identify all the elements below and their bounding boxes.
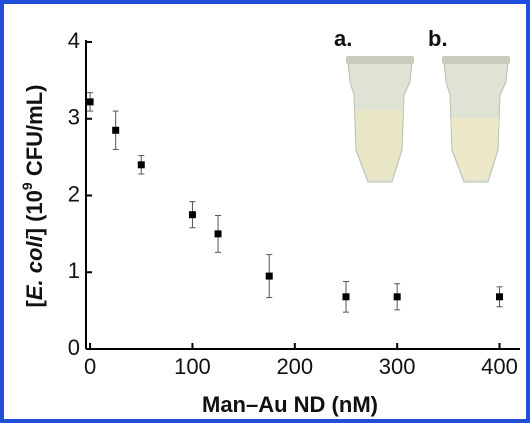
- tube-b: [442, 56, 510, 183]
- y-label-part: ] (10: [22, 190, 47, 235]
- y-label-part: 9: [19, 182, 35, 190]
- point: [342, 293, 350, 301]
- x-axis-label: Man–Au ND (nM): [202, 392, 378, 417]
- x-tick-label: 0: [84, 354, 96, 379]
- point: [214, 230, 222, 238]
- y-tick-label: 3: [68, 105, 80, 130]
- point: [86, 98, 94, 106]
- annotation: a.: [334, 26, 352, 51]
- point: [265, 272, 273, 280]
- y-axis-label: [E. coli] (109 CFU/mL): [19, 85, 47, 308]
- y-tick-label: 0: [68, 335, 80, 360]
- y-tick-label: 1: [68, 258, 80, 283]
- point: [137, 161, 145, 169]
- point: [393, 293, 401, 301]
- y-tick-label: 4: [68, 28, 80, 53]
- y-label-part: E. coli: [22, 234, 47, 300]
- point: [112, 126, 120, 134]
- x-tick-label: 300: [379, 354, 416, 379]
- x-tick-label: 400: [481, 354, 518, 379]
- tube-a: [346, 56, 414, 183]
- x-tick-label: 100: [174, 354, 211, 379]
- annotation: b.: [428, 26, 448, 51]
- y-tick-label: 2: [68, 181, 80, 206]
- point: [188, 211, 196, 219]
- point: [496, 293, 504, 301]
- x-tick-label: 200: [276, 354, 313, 379]
- y-label-part: CFU/mL): [22, 85, 47, 183]
- y-label-part: [: [22, 299, 47, 307]
